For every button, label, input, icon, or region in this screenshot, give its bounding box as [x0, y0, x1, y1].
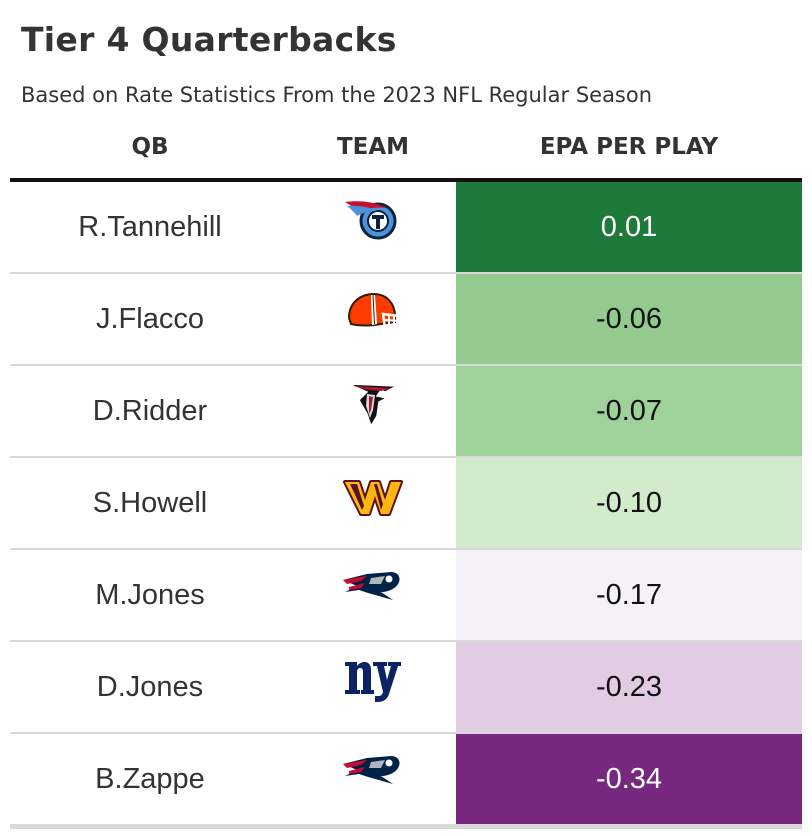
team-cell [290, 642, 456, 732]
column-header-epa: EPA PER PLAY [539, 134, 719, 160]
qb-name-cell: S.Howell [92, 487, 208, 519]
page-title: Tier 4 Quarterbacks [21, 20, 397, 59]
epa-value-cell: -0.10 [456, 458, 802, 548]
commanders-logo-icon [341, 472, 405, 520]
table-row: J.Flacco -0.06 [10, 274, 802, 366]
header-divider [10, 178, 802, 182]
team-cell [290, 550, 456, 640]
browns-logo-icon [341, 288, 405, 336]
epa-value-cell: 0.01 [456, 182, 802, 272]
giants-logo-icon [341, 656, 405, 704]
table-row: B.Zappe -0.34 [10, 734, 802, 829]
patriots-logo-icon [341, 748, 405, 796]
qb-table: R.Tannehill 0.01 J.Flacco -0.06 D.Ridder -0.0… [10, 182, 802, 829]
team-cell [290, 366, 456, 456]
epa-value-cell: -0.17 [456, 550, 802, 640]
falcons-logo-icon [341, 380, 405, 428]
team-cell [290, 458, 456, 548]
team-cell [290, 182, 456, 272]
table-row: D.Ridder -0.07 [10, 366, 802, 458]
team-cell [290, 274, 456, 364]
epa-value-cell: -0.34 [456, 734, 802, 824]
column-header-qb: QB [131, 134, 169, 160]
qb-name-cell: D.Jones [96, 671, 204, 703]
qb-name-cell: J.Flacco [96, 303, 204, 335]
qb-name-cell: D.Ridder [92, 395, 208, 427]
patriots-logo-icon [341, 564, 405, 612]
titans-logo-icon [341, 196, 405, 244]
table-row: R.Tannehill 0.01 [10, 182, 802, 274]
table-header: QB TEAM EPA PER PLAY [10, 126, 802, 178]
table-row: S.Howell -0.10 [10, 458, 802, 550]
page-subtitle: Based on Rate Statistics From the 2023 N… [21, 83, 653, 107]
table-row: D.Jones -0.23 [10, 642, 802, 734]
column-header-team: TEAM [336, 134, 410, 160]
epa-value-cell: -0.23 [456, 642, 802, 732]
table-row: M.Jones -0.17 [10, 550, 802, 642]
qb-name-cell: B.Zappe [95, 763, 205, 795]
qb-name-cell: M.Jones [95, 579, 205, 611]
team-cell [290, 734, 456, 824]
epa-value-cell: -0.06 [456, 274, 802, 364]
epa-value-cell: -0.07 [456, 366, 802, 456]
qb-name-cell: R.Tannehill [78, 211, 222, 243]
